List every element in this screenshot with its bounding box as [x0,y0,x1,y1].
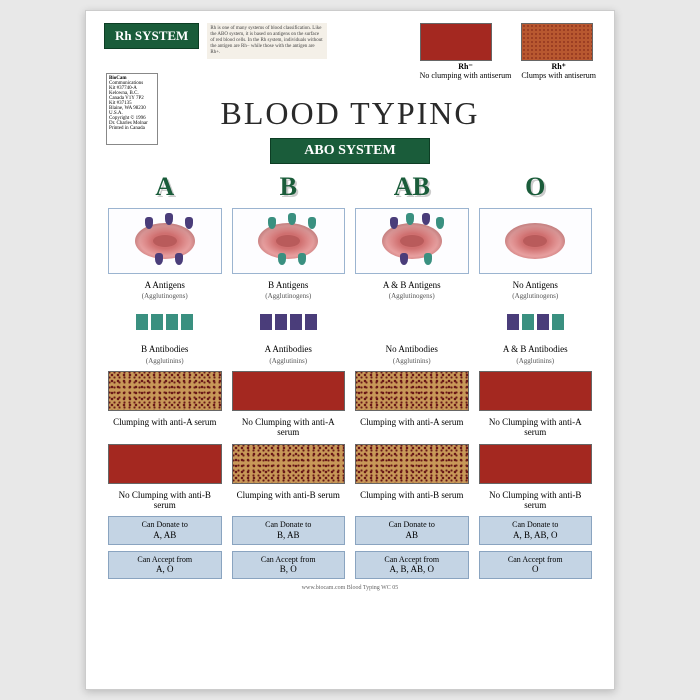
antigen-marker [175,253,183,265]
antibody-caption: No Antibodies(Agglutinins) [355,344,469,365]
rh-neg-label: Rh⁻No clumping with antiserum [420,63,512,81]
antibody-caption: A Antibodies(Agglutinins) [232,344,346,365]
abo-grid: AB AB O A Antigens(Agglutinogens) B Antigens… [108,172,592,580]
antibody-y-icon [166,314,178,330]
anti-b-caption: No Clumping with anti-B serum [108,490,222,511]
antibody-row [108,306,222,338]
type-head: B [232,172,346,202]
antigen-marker [406,213,414,225]
anti-b-swatch [108,444,222,484]
rh-positive: Rh⁺Clumps with antiserum [521,23,596,81]
type-head: A [108,172,222,202]
accept-box: Can Accept fromO [479,551,593,579]
rbc-cell [479,208,593,274]
rh-badge: Rh SYSTEM [104,23,199,49]
anti-a-swatch [355,371,469,411]
poster: Rh SYSTEM Rh is one of many systems of b… [85,10,615,690]
anti-a-swatch [232,371,346,411]
rh-neg-swatch [420,23,492,61]
anti-b-caption: Clumping with anti-B serum [355,490,469,511]
antigen-caption: A & B Antigens(Agglutinogens) [355,280,469,301]
anti-a-swatch [108,371,222,411]
main-title: BLOOD TYPING [104,95,596,132]
rh-pos-label: Rh⁺Clumps with antiserum [521,63,596,81]
antigen-marker [278,253,286,265]
accept-box: Can Accept fromA, O [108,551,222,579]
antigen-marker [400,253,408,265]
rbc-cell [355,208,469,274]
antibody-y-icon [260,314,272,330]
antigen-marker [436,217,444,229]
donate-box: Can Donate toA, B, AB, O [479,516,593,544]
antigen-marker [268,217,276,229]
anti-a-caption: Clumping with anti-A serum [108,417,222,438]
antigen-marker [288,213,296,225]
antigen-marker [155,253,163,265]
abo-badge: ABO SYSTEM [270,138,430,164]
accept-box: Can Accept fromB, O [232,551,346,579]
footer: www.biocam.com Blood Typing WC 05 [104,585,596,591]
rbc-cell [232,208,346,274]
antigen-marker [185,217,193,229]
anti-a-swatch [479,371,593,411]
anti-a-caption: Clumping with anti-A serum [355,417,469,438]
antibody-y-icon [552,314,564,330]
rbc-cell [108,208,222,274]
anti-b-caption: No Clumping with anti-B serum [479,490,593,511]
antigen-marker [145,217,153,229]
anti-a-caption: No Clumping with anti-A serum [479,417,593,438]
antigen-caption: No Antigens(Agglutinogens) [479,280,593,301]
brand-box: BioCam Communications Kit #37740-A Kelow… [106,73,158,145]
antibody-y-icon [522,314,534,330]
antibody-y-icon [136,314,148,330]
antibody-y-icon [275,314,287,330]
antigen-caption: A Antigens(Agglutinogens) [108,280,222,301]
rh-negative: Rh⁻No clumping with antiserum [420,23,512,81]
donate-box: Can Donate toAB [355,516,469,544]
anti-b-swatch [355,444,469,484]
donate-box: Can Donate toB, AB [232,516,346,544]
antigen-marker [308,217,316,229]
antibody-y-icon [507,314,519,330]
antibody-y-icon [537,314,549,330]
antigen-marker [422,213,430,225]
anti-b-swatch [232,444,346,484]
antibody-row [232,306,346,338]
antigen-marker [298,253,306,265]
antigen-marker [424,253,432,265]
accept-box: Can Accept fromA, B, AB, O [355,551,469,579]
anti-a-caption: No Clumping with anti-A serum [232,417,346,438]
type-head: O [479,172,593,202]
type-head: AB [355,172,469,202]
anti-b-swatch [479,444,593,484]
donate-box: Can Donate toA, AB [108,516,222,544]
antibody-y-icon [305,314,317,330]
brand-lines: Kit #37740-A Kelowna, B.C. Canada V1Y 7P… [109,86,148,131]
antigen-marker [165,213,173,225]
antibody-caption: B Antibodies(Agglutinins) [108,344,222,365]
antibody-caption: A & B Antibodies(Agglutinins) [479,344,593,365]
antibody-y-icon [151,314,163,330]
antibody-y-icon [290,314,302,330]
antigen-caption: B Antigens(Agglutinogens) [232,280,346,301]
antibody-y-icon [181,314,193,330]
antibody-row [479,306,593,338]
rh-description: Rh is one of many systems of blood class… [207,23,327,59]
anti-b-caption: Clumping with anti-B serum [232,490,346,511]
rh-samples: Rh⁻No clumping with antiserum Rh⁺Clumps … [420,23,596,81]
rh-section: Rh SYSTEM Rh is one of many systems of b… [104,23,596,81]
antigen-marker [390,217,398,229]
rh-pos-swatch [521,23,593,61]
antibody-row [355,306,469,338]
